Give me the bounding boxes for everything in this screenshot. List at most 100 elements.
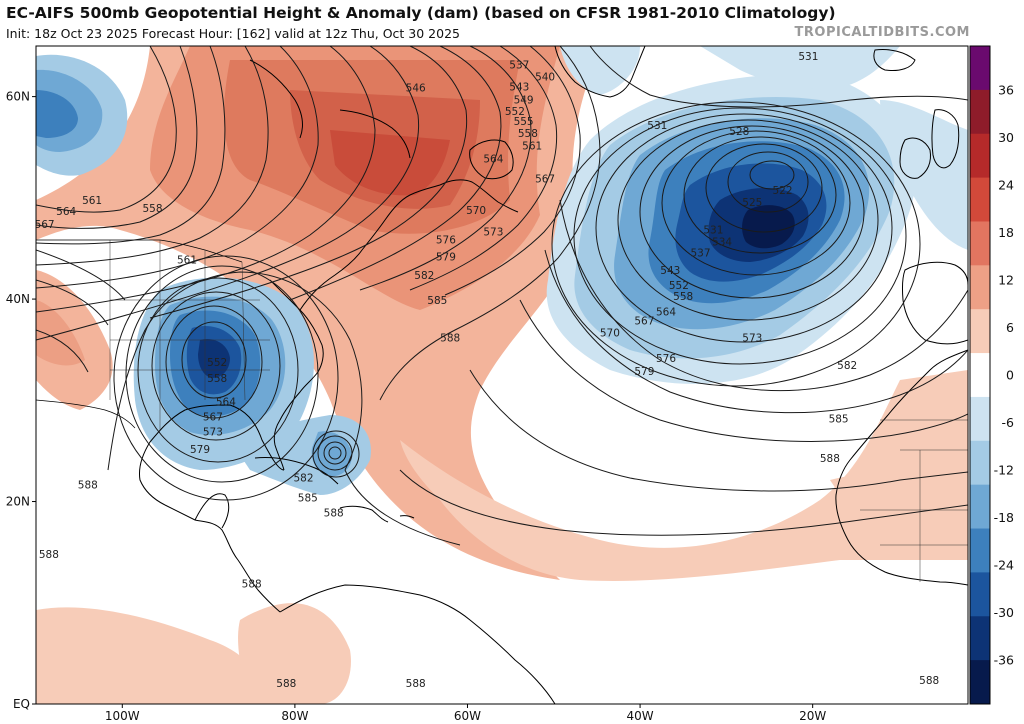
colorbar-label: 24 [998,177,1014,192]
contour-label: 567 [634,315,654,327]
plot-area: 5375405435465495525555585615645675705735… [0,46,968,704]
colorbar-swatch [970,440,990,486]
contour-label: 588 [820,453,840,465]
lon-label: 60W [454,709,481,723]
contour-label: 531 [798,51,818,63]
colorbar-swatch [970,484,990,530]
contour-label: 570 [4,231,24,243]
longitude-labels: 100W 80W 60W 40W 20W [105,704,826,723]
colorbar-swatch [970,89,990,135]
colorbar-label: 18 [998,225,1014,240]
contour-label: 552 [505,106,525,118]
contour-label: 585 [427,295,447,307]
colorbar-label: 36 [998,82,1014,97]
contour-label: 528 [729,126,749,138]
contour-label: 588 [919,675,939,687]
contour-label: 573 [742,333,762,345]
contour-label: 588 [78,479,98,491]
lon-label: 40W [627,709,654,723]
contour-label: 564 [483,153,503,165]
colorbar-frame [969,45,991,705]
contour-label: 558 [518,128,538,140]
contour-label: 537 [690,248,710,260]
colorbar-swatch [970,221,990,266]
contour-label: 588 [324,508,344,520]
contour-label: 588 [39,549,59,561]
contour-label: 573 [483,226,503,238]
colorbar-swatch [970,265,990,310]
colorbar-swatch [970,616,990,661]
latitude-labels: 60N 40N 20N EQ [6,90,36,711]
lon-label: 20W [799,709,826,723]
contour-label: 582 [0,315,7,327]
contour-label: 531 [647,120,667,132]
contour-label: 588 [276,678,296,690]
contour-label: 546 [406,83,426,95]
contour-label: 561 [82,195,102,207]
colorbar-label: -12 [994,463,1014,478]
colorbar-label: -36 [994,653,1014,668]
contour-label: 543 [509,82,529,94]
colorbar-label: 30 [998,130,1014,145]
lon-label: 100W [105,709,140,723]
lat-label: 20N [6,495,30,509]
lat-label: EQ [13,697,30,711]
contour-label: 573 [203,427,223,439]
colorbar-swatch [970,528,990,573]
colorbar-label: -30 [994,605,1014,620]
colorbar-label: -6 [1002,415,1015,430]
contour-label: 567 [203,412,223,424]
chart-title: EC-AIFS 500mb Geopotential Height & Anom… [6,4,836,22]
contour-label: 564 [656,306,676,318]
colorbar-swatch [970,572,990,617]
colorbar-swatch [970,396,990,442]
contour-labels: 5375405435465495525555585615645675705735… [0,51,939,690]
positive-anomaly-shading [36,46,968,704]
contour-label: 588 [406,678,426,690]
contour-label: 525 [742,197,762,209]
contour-label: 582 [293,472,313,484]
contour-label: 576 [436,234,456,246]
contour-label: 555 [514,116,534,128]
lat-label: 40N [6,292,30,306]
contour-label: 570 [600,328,620,340]
contour-label: 564 [216,396,236,408]
colorbar-swatch [970,133,990,179]
lat-label: 60N [6,90,30,104]
contour-label: 537 [0,124,3,136]
plot-frame [35,45,969,705]
colorbar-swatch [970,46,990,91]
contour-label: 582 [837,360,857,372]
contour-label: 549 [514,95,534,107]
colorbar-label: -24 [994,558,1014,573]
contour-label: 543 [0,148,3,160]
colorbar-label: 0 [1006,368,1014,383]
contour-label: 588 [440,333,460,345]
contour-label: 567 [535,174,555,186]
contour-label: 570 [466,205,486,217]
contour-label: 561 [522,140,542,152]
contour-label: 543 [660,265,680,277]
colorbar-swatch [970,309,990,354]
contour-label: 552 [207,357,227,369]
chart-subtitle: Init: 18z Oct 23 2025 Forecast Hour: [16… [6,26,460,41]
contour-label: 582 [414,270,434,282]
colorbar-label: 12 [998,273,1014,288]
contour-label: 564 [56,206,76,218]
contour-label: 576 [656,353,676,365]
contour-label: 540 [0,136,16,148]
contour-label: 534 [712,236,732,248]
negative-anomaly-shading [36,46,968,495]
colorbar-swatch [970,353,990,398]
contour-label: 579 [436,252,456,264]
contour-label: 522 [772,185,792,197]
contour-label: 540 [535,71,555,83]
contour-label: 579 [190,444,210,456]
contour-label: 585 [298,493,318,505]
contour-label: 558 [142,203,162,215]
colorbar-label: -18 [994,510,1014,525]
source-brand: TROPICALTIDBITS.COM [794,25,970,40]
height-contours [36,46,968,546]
contour-label: 558 [673,291,693,303]
